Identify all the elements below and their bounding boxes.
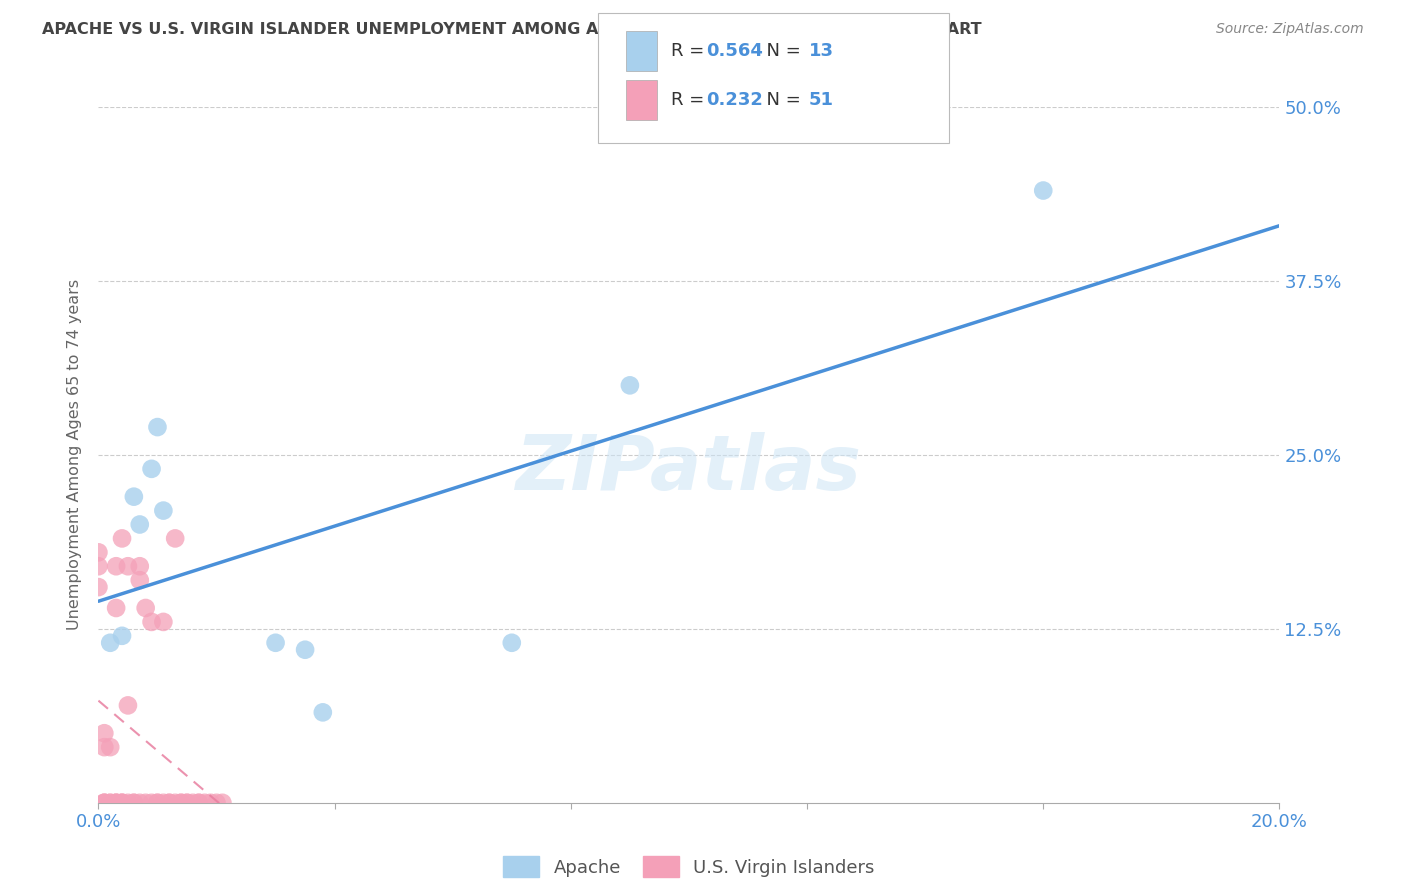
Point: [187, 796, 209, 810]
Point: [187, 796, 209, 810]
Point: [93, 796, 115, 810]
Point: [141, 796, 163, 810]
Point: [176, 796, 198, 810]
Point: [117, 698, 139, 713]
Legend: Apache, U.S. Virgin Islanders: Apache, U.S. Virgin Islanders: [496, 849, 882, 884]
Point: [619, 378, 641, 392]
Point: [111, 532, 134, 546]
Point: [200, 796, 222, 810]
Point: [152, 615, 174, 629]
Point: [128, 559, 150, 574]
Text: ZIPatlas: ZIPatlas: [516, 432, 862, 506]
Point: [181, 796, 204, 810]
Point: [93, 796, 115, 810]
Point: [98, 636, 121, 650]
Point: [176, 796, 198, 810]
Point: [170, 796, 193, 810]
Point: [98, 796, 121, 810]
Point: [205, 796, 228, 810]
Point: [87, 559, 110, 574]
Y-axis label: Unemployment Among Ages 65 to 74 years: Unemployment Among Ages 65 to 74 years: [67, 279, 83, 631]
Point: [93, 796, 115, 810]
Point: [105, 559, 128, 574]
Point: [501, 636, 523, 650]
Point: [152, 503, 174, 517]
Point: [93, 740, 115, 755]
Point: [141, 462, 163, 476]
Point: [105, 796, 128, 810]
Point: [157, 796, 180, 810]
Point: [135, 796, 157, 810]
Point: [294, 642, 316, 657]
Text: 0.564: 0.564: [706, 42, 762, 61]
Point: [128, 796, 150, 810]
Point: [194, 796, 217, 810]
Point: [128, 517, 150, 532]
Point: [157, 796, 180, 810]
Point: [98, 796, 121, 810]
Point: [111, 796, 134, 810]
Point: [122, 796, 145, 810]
Point: [87, 545, 110, 559]
Point: [146, 420, 169, 434]
Point: [105, 601, 128, 615]
Point: [122, 796, 145, 810]
Text: R =: R =: [671, 42, 710, 61]
Point: [87, 580, 110, 594]
Point: [165, 532, 187, 546]
Point: [264, 636, 287, 650]
Text: 13: 13: [808, 42, 834, 61]
Text: 51: 51: [808, 91, 834, 110]
Point: [312, 706, 335, 720]
Point: [146, 796, 169, 810]
Point: [135, 601, 157, 615]
Point: [117, 559, 139, 574]
Point: [128, 573, 150, 587]
Point: [105, 796, 128, 810]
Point: [105, 796, 128, 810]
Text: R =: R =: [671, 91, 710, 110]
Text: 0.232: 0.232: [706, 91, 762, 110]
Point: [111, 796, 134, 810]
Text: N =: N =: [755, 91, 807, 110]
Point: [111, 796, 134, 810]
Text: Source: ZipAtlas.com: Source: ZipAtlas.com: [1216, 22, 1364, 37]
Point: [117, 796, 139, 810]
Point: [211, 796, 233, 810]
Point: [146, 796, 169, 810]
Point: [111, 629, 134, 643]
Point: [1032, 184, 1054, 198]
Point: [98, 740, 121, 755]
Point: [122, 490, 145, 504]
Point: [152, 796, 174, 810]
Text: APACHE VS U.S. VIRGIN ISLANDER UNEMPLOYMENT AMONG AGES 65 TO 74 YEARS CORRELATIO: APACHE VS U.S. VIRGIN ISLANDER UNEMPLOYM…: [42, 22, 981, 37]
Point: [170, 796, 193, 810]
Point: [141, 615, 163, 629]
Text: N =: N =: [755, 42, 807, 61]
Point: [93, 726, 115, 740]
Point: [165, 796, 187, 810]
